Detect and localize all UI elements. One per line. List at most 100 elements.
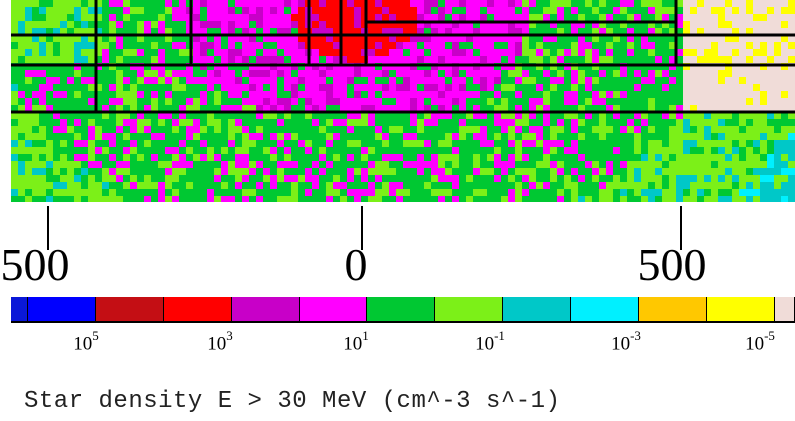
heatmap-cell [543,63,551,71]
heatmap-cell [25,21,33,29]
heatmap-cell [102,0,110,8]
heatmap-cell [592,77,600,85]
heatmap-cell [697,56,705,64]
heatmap-cell [662,140,670,148]
heatmap-cell [67,105,75,113]
heatmap-cell [270,14,278,22]
heatmap-cell [508,91,516,99]
heatmap-cell [319,98,327,106]
heatmap-cell [291,70,299,78]
heatmap-cell [627,154,635,162]
heatmap-cell [585,175,593,183]
heatmap-cell [683,112,691,120]
heatmap-cell [522,42,530,50]
heatmap-cell [249,7,257,15]
heatmap-cell [214,161,222,169]
heatmap-cell [459,140,467,148]
heatmap-cell [25,91,33,99]
heatmap-cell [466,147,474,155]
heatmap-cell [214,196,222,202]
heatmap-cell [375,154,383,162]
heatmap-cell [207,49,215,57]
heatmap-cell [515,112,523,120]
heatmap-cell [172,35,180,43]
heatmap-cell [585,147,593,155]
heatmap-cell [284,77,292,85]
heatmap-cell [242,35,250,43]
heatmap-cell [550,140,558,148]
heatmap-cell [725,154,733,162]
heatmap-cell [620,182,628,190]
heatmap-cell [613,7,621,15]
heatmap-cell [305,133,313,141]
heatmap-cell [116,112,124,120]
heatmap-cell [382,84,390,92]
heatmap-cell [263,21,271,29]
heatmap-cell [242,105,250,113]
heatmap-cell [508,70,516,78]
heatmap-cell [767,77,775,85]
heatmap-cell [571,182,579,190]
heatmap-cell [32,119,40,127]
heatmap-cell [410,154,418,162]
heatmap-cell [557,105,565,113]
heatmap-cell [452,56,460,64]
heatmap-cell [368,7,376,15]
heatmap-cell [480,91,488,99]
heatmap-cell [592,7,600,15]
heatmap-cell [263,140,271,148]
heatmap-cell [270,0,278,8]
heatmap-cell [116,168,124,176]
heatmap-cell [627,28,635,36]
heatmap-cell [158,7,166,15]
heatmap-cell [550,21,558,29]
heatmap-cell [67,0,75,8]
heatmap-cell [305,182,313,190]
heatmap-cell [172,147,180,155]
heatmap-cell [172,189,180,197]
heatmap-cell [718,133,726,141]
heatmap-cell [305,98,313,106]
heatmap-cell [39,77,47,85]
heatmap-cell [354,133,362,141]
heatmap-cell [347,28,355,36]
heatmap-cell [389,98,397,106]
heatmap-cell [739,147,747,155]
heatmap-cell [466,14,474,22]
heatmap-cell [515,161,523,169]
heatmap-cell [410,28,418,36]
heatmap-cell [228,119,236,127]
heatmap-cell [137,35,145,43]
heatmap-cell [543,133,551,141]
heatmap-cell [557,119,565,127]
heatmap-cell [256,154,264,162]
heatmap-cell [753,14,761,22]
heatmap-cell [627,84,635,92]
heatmap-cell [144,28,152,36]
heatmap-cell [564,0,572,8]
heatmap-cell [312,14,320,22]
heatmap-cell [116,161,124,169]
heatmap-cell [487,189,495,197]
heatmap-cell [18,168,26,176]
heatmap-cell [263,161,271,169]
colorbar-segment [706,297,775,321]
heatmap-cell [53,133,61,141]
heatmap-cell [438,14,446,22]
heatmap-cell [354,42,362,50]
heatmap-cell [781,49,789,57]
heatmap-cell [81,105,89,113]
heatmap-cell [235,56,243,64]
heatmap-cell [480,140,488,148]
heatmap-cell [641,28,649,36]
heatmap-cell [466,21,474,29]
heatmap-cell [284,168,292,176]
heatmap-cell [725,147,733,155]
heatmap-cell [662,182,670,190]
heatmap-cell [760,77,768,85]
heatmap-cell [67,147,75,155]
heatmap-cell [193,140,201,148]
heatmap-cell [249,77,257,85]
heatmap-cell [375,196,383,202]
heatmap-cell [277,189,285,197]
